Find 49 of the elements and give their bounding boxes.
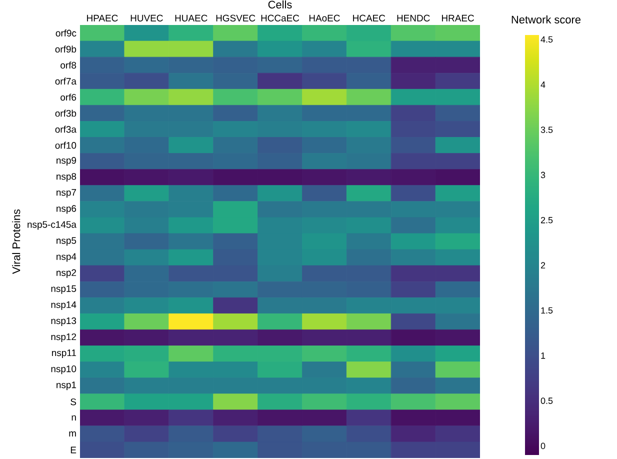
y-tick-label: nsp9	[56, 157, 76, 166]
y-tick-label: nsp5-c145a	[28, 221, 76, 230]
x-tick-label: HAoEC	[309, 14, 340, 22]
color-bar-label: 2	[540, 262, 546, 268]
y-tick-label: nsp10	[51, 366, 76, 374]
y-tick-label: nsp1	[56, 382, 76, 390]
y-tick-label: nsp12	[51, 333, 76, 342]
y-tick-label: nsp14	[51, 301, 76, 310]
y-tick-label: orf9c	[56, 30, 76, 36]
y-tick-label: E	[70, 446, 76, 454]
y-tick-label: nsp7	[56, 189, 76, 198]
y-tick-label: orf3a	[55, 126, 76, 133]
y-tick-label: orf8	[60, 62, 76, 69]
y-tick-label: orf10	[55, 142, 76, 149]
y-tick-label: nsp4	[56, 253, 76, 262]
color-bar-label: 1.5	[541, 307, 553, 314]
x-tick-label: HUVEC	[130, 14, 163, 22]
color-bar-label: 4	[540, 82, 546, 88]
x-tick-label: HRAEC	[442, 14, 474, 22]
y-tick-label: orf3b	[55, 110, 76, 117]
y-tick-label: nsp8	[56, 173, 76, 182]
y-tick-label: nsp6	[56, 205, 76, 214]
x-tick-label: HUAEC	[175, 14, 208, 22]
y-tick-label: nsp5	[56, 237, 76, 246]
x-tick-label: HCCaEC	[261, 14, 300, 22]
color-bar-label: 0	[540, 442, 546, 450]
y-tick-label: orf9b	[55, 46, 76, 53]
y-tick-label: n	[72, 415, 76, 420]
y-axis-title: Viral Proteins	[12, 209, 20, 274]
color-bar-label: 3.5	[540, 126, 553, 133]
y-tick-label: nsp2	[56, 269, 76, 278]
color-bar-title: Network score	[512, 15, 581, 24]
y-tick-label: nsp13	[51, 317, 76, 326]
y-tick-label: orf6	[60, 94, 76, 101]
color-bar-label: 1	[541, 352, 546, 359]
x-axis-title: Cells	[268, 0, 292, 8]
x-tick-label: HGSVEC	[216, 14, 256, 22]
y-tick-label: orf7a	[55, 78, 76, 85]
y-tick-label: S	[70, 398, 76, 406]
color-bar-label: 0.5	[540, 398, 553, 404]
color-bar-label: 2.5	[540, 216, 553, 224]
y-tick-label: nsp15	[51, 285, 76, 294]
y-tick-label: m	[69, 431, 76, 436]
x-tick-label: HENDC	[397, 14, 430, 22]
color-bar-label: 4.5	[540, 36, 553, 43]
x-tick-label: HCAEC	[353, 14, 386, 22]
x-tick-label: HPAEC	[87, 14, 118, 22]
y-tick-label: nsp11	[52, 350, 76, 358]
color-bar-label: 3	[540, 172, 546, 178]
